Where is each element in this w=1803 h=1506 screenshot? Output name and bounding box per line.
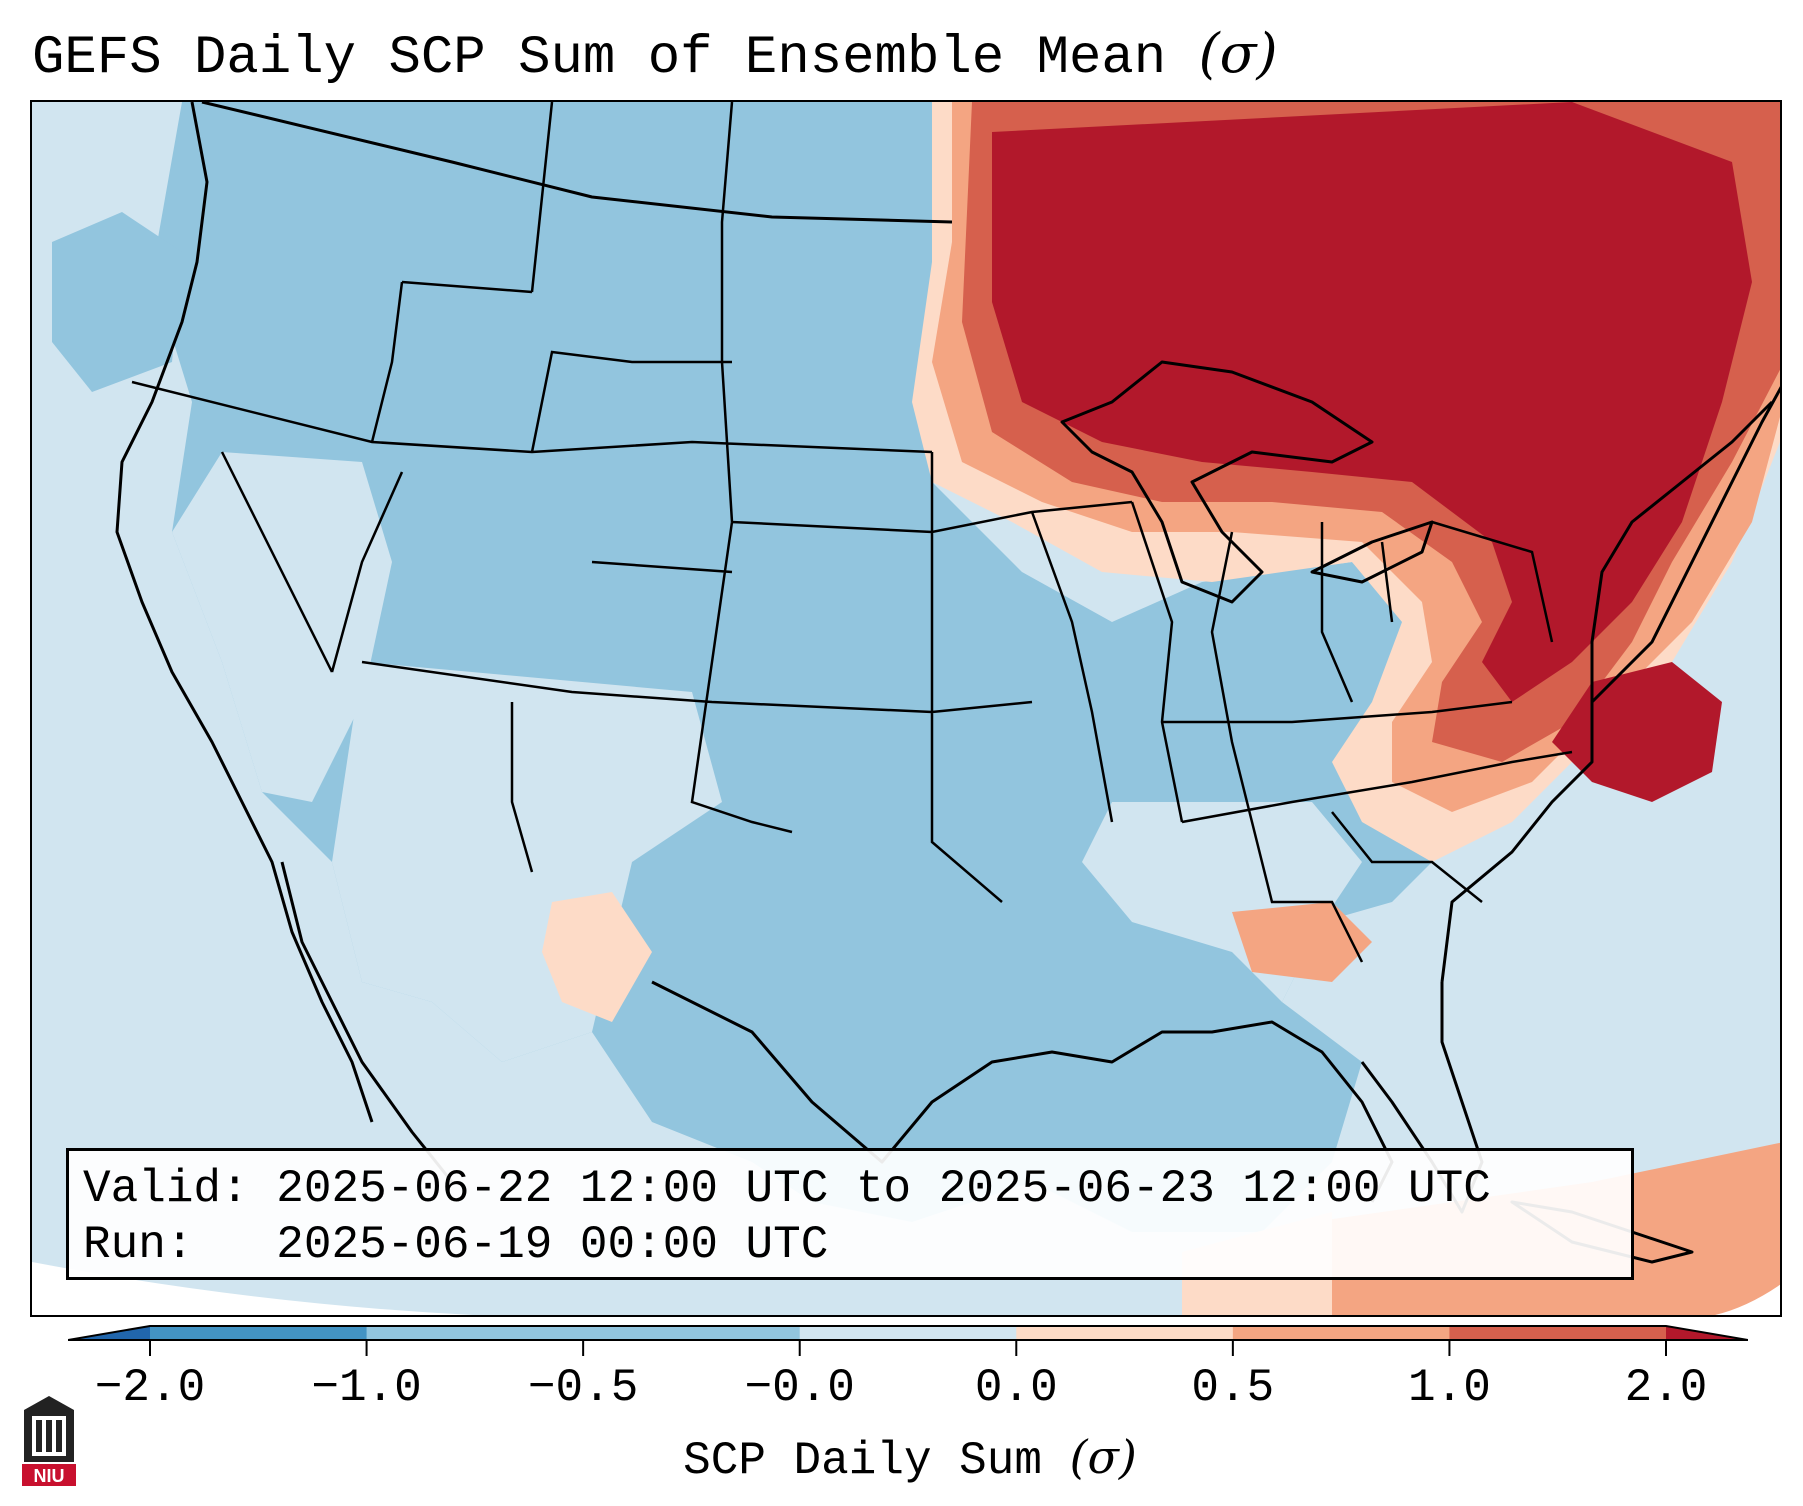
outside-projection-right (1714, 1284, 1780, 1315)
run-label: Run: (83, 1219, 194, 1271)
colorbar-label-text: SCP Daily Sum (683, 1435, 1042, 1487)
title-symbol: (σ) (1198, 22, 1278, 85)
gulf-coast (651, 980, 1394, 1203)
colorbar-bins (150, 1326, 1667, 1340)
colorbar-bin (583, 1326, 801, 1340)
colorbar-label: SCP Daily Sum (σ) (683, 1430, 1137, 1487)
east-coast (1440, 400, 1774, 983)
colorbar-tick-label: 2.0 (1624, 1362, 1708, 1414)
new-england (1590, 386, 1780, 704)
great-lakes (1060, 360, 1374, 604)
colorbar-tick-label: −1.0 (311, 1362, 422, 1414)
colorbar (68, 1325, 1748, 1356)
west-coast (115, 102, 374, 1123)
field-pale-red-southwest (542, 892, 652, 1022)
border-lines (131, 102, 1573, 963)
valid-info-box: Valid: 2025-06-22 12:00 UTC to 2025-06-2… (66, 1148, 1634, 1280)
canada-border (201, 102, 953, 224)
niu-logo-icon: NIU (22, 1396, 76, 1486)
field-pale-nevada (172, 452, 392, 802)
lake-erie (1310, 520, 1434, 584)
map-canvas (32, 102, 1780, 1315)
field-light-blue-west (52, 212, 182, 392)
colorbar-bin (1016, 1326, 1234, 1340)
field-pale-southwest (332, 662, 722, 1062)
colorbar-tick-label: 0.5 (1191, 1362, 1275, 1414)
valid-value: 2025-06-22 12:00 UTC to 2025-06-23 12:00… (276, 1163, 1491, 1215)
colorbar-bin (150, 1326, 368, 1340)
colorbar-tick-label: −0.0 (744, 1362, 855, 1414)
field-light-red-gulf (1232, 902, 1372, 982)
run-value: 2025-06-19 00:00 UTC (276, 1219, 829, 1271)
colorbar-tick-label: 1.0 (1408, 1362, 1491, 1414)
colorbar-bin (1232, 1326, 1450, 1340)
field-strong-red-north (992, 102, 1752, 702)
field-strong-red-offshore (1552, 662, 1722, 802)
colorbar-bin (799, 1326, 1017, 1340)
colorbar-label-symbol: (σ) (1069, 1430, 1137, 1484)
baja-coast (280, 861, 454, 1183)
logo-text: NIU (34, 1466, 65, 1486)
colorbar-tick-label: −0.5 (527, 1362, 639, 1414)
colorbar-tick-marks (149, 1340, 1667, 1356)
valid-label: Valid: (83, 1163, 249, 1215)
colorbar-tick-label: −2.0 (94, 1362, 206, 1414)
state-borders (131, 102, 1573, 963)
colorbar-bin (366, 1326, 584, 1340)
map-panel (30, 100, 1782, 1317)
outside-projection (32, 1262, 474, 1315)
colorbar-tick-label: 0.0 (974, 1362, 1058, 1414)
map-title: GEFS Daily SCP Sum of Ensemble Mean (σ) (32, 22, 1278, 89)
colorbar-bin (1449, 1326, 1667, 1340)
coastlines (115, 102, 1780, 1264)
title-text: GEFS Daily SCP Sum of Ensemble Mean (32, 28, 1167, 89)
